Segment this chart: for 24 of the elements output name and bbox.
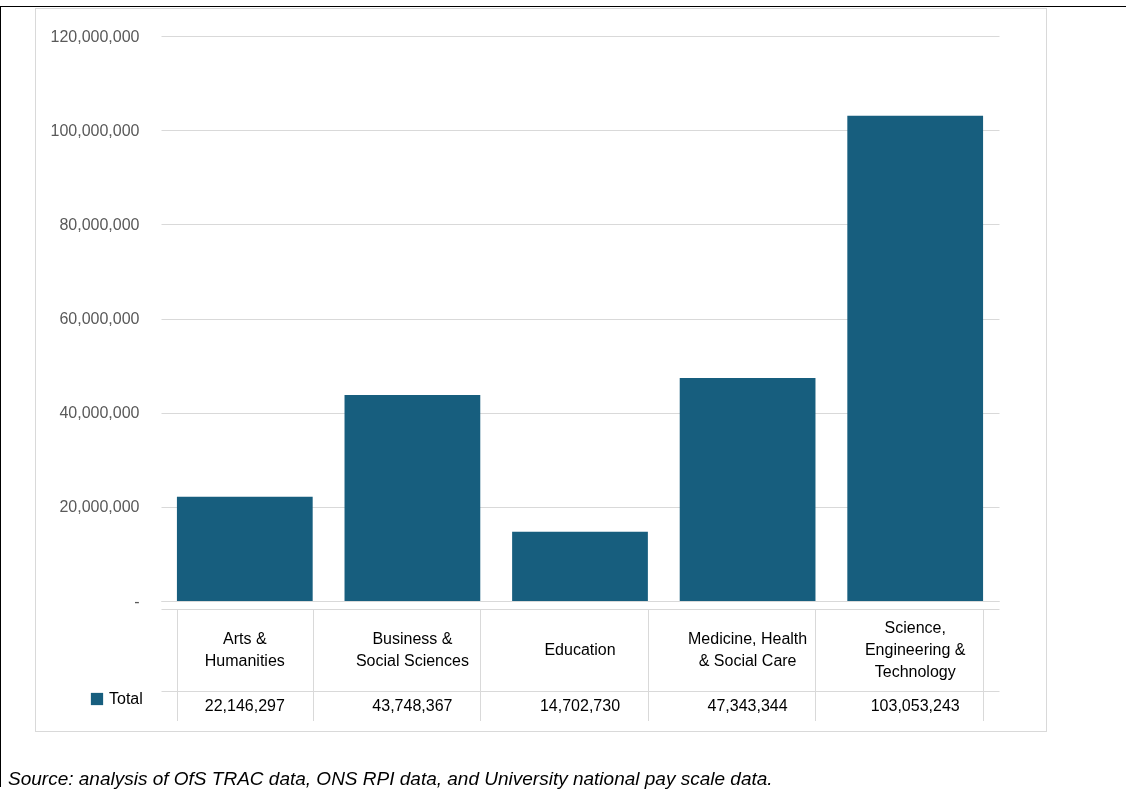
y-tick-label: 40,000,000 [59, 404, 140, 422]
data-label: 43,748,367 [372, 697, 453, 714]
x-tick-label: Arts & Humanities [204, 630, 285, 669]
bar [344, 395, 481, 601]
legend-label: Total [109, 690, 143, 707]
bar [679, 378, 816, 601]
bar [847, 115, 984, 601]
data-label: 22,146,297 [204, 697, 285, 714]
source-note: Source: analysis of OfS TRAC data, ONS RPI data, and University national pay scale data. [8, 768, 773, 790]
y-tick-label: 120,000,000 [50, 27, 140, 45]
x-tick-label: Education [544, 641, 616, 658]
data-label: 47,343,344 [707, 697, 788, 714]
bar [512, 531, 648, 601]
x-tick-label: Business & Social Sciences [355, 630, 469, 669]
data-label: 14,702,730 [539, 697, 621, 714]
x-tick-label: Medicine, Health & Social Care [688, 630, 808, 669]
y-tick-label: 60,000,000 [59, 310, 140, 327]
x-tick-label: Science, Engineering & Technology [864, 619, 966, 680]
y-tick-label: 80,000,000 [59, 215, 140, 233]
y-tick-label: - [134, 592, 140, 610]
y-tick-label: 100,000,000 [50, 121, 140, 139]
data-label: 103,053,243 [870, 697, 960, 714]
y-tick-label: 20,000,000 [59, 498, 140, 516]
bar [176, 496, 313, 601]
